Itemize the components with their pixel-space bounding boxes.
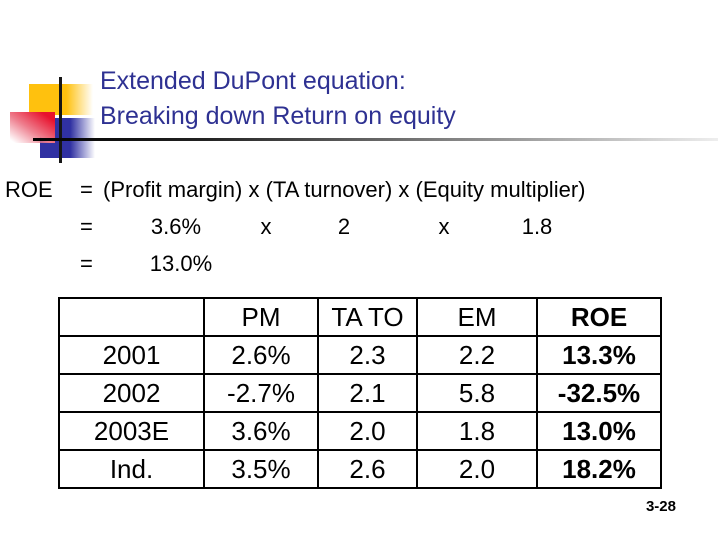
profit-margin-value: 3.6% xyxy=(150,214,202,239)
decorative-red-square xyxy=(10,112,55,143)
page-number: 3-28 xyxy=(645,498,676,515)
table-row-2001: 2001 2.6% 2.3 2.2 13.3% xyxy=(58,335,662,375)
cell-tato: 2.6 xyxy=(317,449,418,489)
cell-pm: 3.5% xyxy=(203,449,319,489)
table-row-2002: 2002 -2.7% 2.1 5.8 -32.5% xyxy=(58,373,662,413)
cell-pm: -2.7% xyxy=(203,373,319,413)
title-line-1: Extended DuPont equation: xyxy=(100,67,406,95)
table-row-industry: Ind. 3.5% 2.6 2.0 18.2% xyxy=(58,449,662,489)
cell-em: 2.2 xyxy=(416,335,538,375)
cell-tato: 2.3 xyxy=(317,335,418,375)
cell-tato: 2.0 xyxy=(317,411,418,451)
roe-result-value: 13.0% xyxy=(149,251,213,276)
cell-em: 2.0 xyxy=(416,449,538,489)
equity-multiplier-value: 1.8 xyxy=(521,214,553,239)
cell-roe: 13.0% xyxy=(536,411,662,451)
table-row-2003e: 2003E 3.6% 2.0 1.8 13.0% xyxy=(58,411,662,451)
cell-year: Ind. xyxy=(58,449,205,489)
cell-year: 2001 xyxy=(58,335,205,375)
title-line-2: Breaking down Return on equity xyxy=(100,102,456,130)
header-ta-to: TA TO xyxy=(317,297,418,337)
dupont-table: PM TA TO EM ROE 2001 2.6% 2.3 2.2 13.3% … xyxy=(58,297,662,489)
equals-sign-3: = xyxy=(80,251,93,276)
header-year xyxy=(58,297,205,337)
header-roe: ROE xyxy=(536,297,662,337)
formula-text: (Profit margin) x (TA turnover) x (Equit… xyxy=(103,177,586,202)
cell-roe: 18.2% xyxy=(536,449,662,489)
cell-year: 2002 xyxy=(58,373,205,413)
title-underline xyxy=(33,138,718,141)
cell-pm: 2.6% xyxy=(203,335,319,375)
slide-title: Extended DuPont equation: Breaking down … xyxy=(100,64,456,134)
cell-roe: 13.3% xyxy=(536,335,662,375)
cell-tato: 2.1 xyxy=(317,373,418,413)
cell-year: 2003E xyxy=(58,411,205,451)
equals-sign-1: = xyxy=(80,177,93,202)
ta-turnover-value: 2 xyxy=(337,214,351,239)
equals-sign-2: = xyxy=(80,214,93,239)
cell-roe: -32.5% xyxy=(536,373,662,413)
cell-em: 1.8 xyxy=(416,411,538,451)
table-header-row: PM TA TO EM ROE xyxy=(58,297,662,337)
multiply-sign-1: x xyxy=(260,214,272,239)
header-pm: PM xyxy=(203,297,319,337)
cell-em: 5.8 xyxy=(416,373,538,413)
roe-label: ROE xyxy=(5,177,53,202)
dupont-table-wrapper: PM TA TO EM ROE 2001 2.6% 2.3 2.2 13.3% … xyxy=(58,297,662,489)
header-em: EM xyxy=(416,297,538,337)
multiply-sign-2: x xyxy=(438,214,450,239)
cell-pm: 3.6% xyxy=(203,411,319,451)
decorative-vertical-line xyxy=(59,77,62,163)
